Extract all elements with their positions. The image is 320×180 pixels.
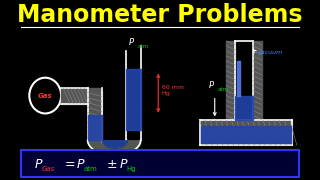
Bar <box>253 41 261 120</box>
Text: P: P <box>119 158 127 171</box>
Text: P: P <box>209 81 214 90</box>
FancyBboxPatch shape <box>21 150 299 177</box>
Text: 60 mm
Hg: 60 mm Hg <box>162 85 184 96</box>
Text: ±: ± <box>107 158 118 171</box>
Text: P: P <box>129 39 134 48</box>
Bar <box>200 120 292 145</box>
Text: atm: atm <box>84 166 98 172</box>
Bar <box>61 88 88 103</box>
Text: atm: atm <box>217 87 228 92</box>
Text: Gas: Gas <box>42 166 55 172</box>
Bar <box>226 41 235 120</box>
Bar <box>88 88 100 91</box>
Text: =: = <box>65 158 75 171</box>
Text: P: P <box>35 158 42 171</box>
Text: Manometer Problems: Manometer Problems <box>17 3 303 27</box>
Text: Vacuum: Vacuum <box>257 50 282 55</box>
Bar <box>88 91 102 140</box>
Text: atm: atm <box>138 44 149 49</box>
Text: Hg: Hg <box>126 166 136 172</box>
Text: Gas: Gas <box>38 93 52 99</box>
Text: P: P <box>77 158 84 171</box>
